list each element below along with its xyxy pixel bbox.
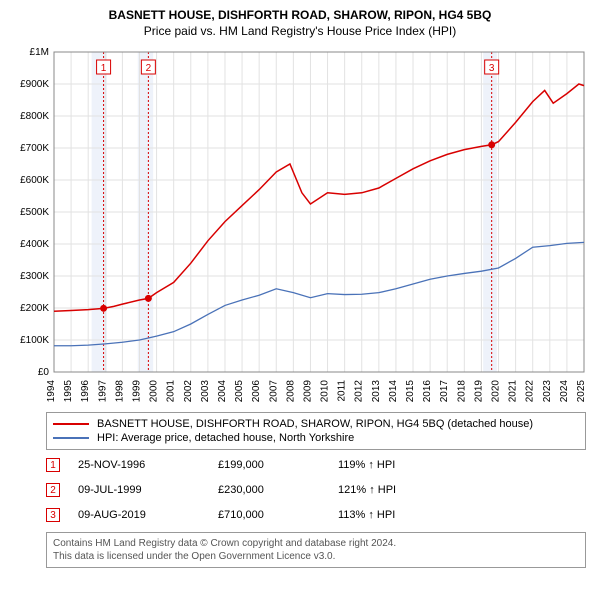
transaction-list: 1 25-NOV-1996£199,000119% ↑ HPI 2 09-JUL-19… — [10, 454, 590, 526]
svg-text:2005: 2005 — [234, 380, 245, 403]
svg-text:2016: 2016 — [422, 380, 433, 403]
transaction-marker: 2 — [46, 483, 60, 497]
transaction-price: £199,000 — [218, 459, 338, 471]
transaction-marker: 3 — [46, 508, 60, 522]
svg-text:£500K: £500K — [20, 207, 49, 218]
svg-text:£900K: £900K — [20, 79, 49, 90]
footer-line: Contains HM Land Registry data © Crown c… — [53, 537, 579, 550]
svg-text:1999: 1999 — [131, 380, 142, 403]
svg-text:2012: 2012 — [354, 380, 365, 403]
svg-text:2025: 2025 — [576, 380, 587, 403]
svg-text:£100K: £100K — [20, 335, 49, 346]
svg-text:£1M: £1M — [30, 47, 49, 58]
legend: BASNETT HOUSE, DISHFORTH ROAD, SHAROW, R… — [46, 412, 586, 450]
svg-text:1995: 1995 — [63, 380, 74, 403]
svg-text:2022: 2022 — [525, 380, 536, 403]
transaction-marker: 1 — [46, 458, 60, 472]
legend-label: HPI: Average price, detached house, Nort… — [97, 432, 354, 444]
svg-text:1997: 1997 — [97, 380, 108, 403]
transaction-date: 25-NOV-1996 — [78, 459, 218, 471]
chart-svg: £0 £100K £200K £300K £400K £500K £600K £700K £80… — [10, 46, 590, 406]
transaction-price: £230,000 — [218, 484, 338, 496]
svg-text:1: 1 — [101, 63, 107, 74]
svg-text:2001: 2001 — [166, 380, 177, 403]
svg-text:2008: 2008 — [285, 380, 296, 403]
svg-text:2006: 2006 — [251, 380, 262, 403]
legend-item: BASNETT HOUSE, DISHFORTH ROAD, SHAROW, R… — [53, 417, 579, 431]
transaction-price: £710,000 — [218, 509, 338, 521]
svg-text:£600K: £600K — [20, 175, 49, 186]
transaction-row: 3 09-AUG-2019£710,000113% ↑ HPI — [46, 504, 590, 526]
legend-label: BASNETT HOUSE, DISHFORTH ROAD, SHAROW, R… — [97, 418, 533, 430]
svg-text:2011: 2011 — [337, 380, 348, 402]
svg-text:2009: 2009 — [302, 380, 313, 403]
svg-text:2000: 2000 — [149, 380, 160, 403]
svg-text:2004: 2004 — [217, 380, 228, 403]
transaction-pct: 121% ↑ HPI — [338, 484, 458, 496]
svg-text:2015: 2015 — [405, 380, 416, 403]
svg-text:£800K: £800K — [20, 111, 49, 122]
svg-text:1996: 1996 — [80, 380, 91, 403]
svg-text:2002: 2002 — [183, 380, 194, 403]
chart-container: BASNETT HOUSE, DISHFORTH ROAD, SHAROW, R… — [0, 0, 600, 576]
svg-text:£700K: £700K — [20, 143, 49, 154]
svg-text:2: 2 — [146, 63, 152, 74]
svg-text:2019: 2019 — [473, 380, 484, 403]
svg-text:£200K: £200K — [20, 303, 49, 314]
svg-text:2014: 2014 — [388, 380, 399, 403]
svg-text:3: 3 — [489, 63, 495, 74]
svg-text:2013: 2013 — [371, 380, 382, 403]
svg-text:2007: 2007 — [268, 380, 279, 403]
svg-text:1998: 1998 — [114, 380, 125, 403]
transaction-row: 2 09-JUL-1999£230,000121% ↑ HPI — [46, 479, 590, 501]
transaction-date: 09-AUG-2019 — [78, 509, 218, 521]
chart-area: £0 £100K £200K £300K £400K £500K £600K £700K £80… — [10, 46, 590, 406]
transaction-pct: 119% ↑ HPI — [338, 459, 458, 471]
transaction-row: 1 25-NOV-1996£199,000119% ↑ HPI — [46, 454, 590, 476]
transaction-date: 09-JUL-1999 — [78, 484, 218, 496]
transaction-pct: 113% ↑ HPI — [338, 509, 458, 521]
chart-title: BASNETT HOUSE, DISHFORTH ROAD, SHAROW, R… — [10, 8, 590, 22]
svg-text:1994: 1994 — [46, 380, 57, 403]
svg-text:£0: £0 — [38, 367, 50, 378]
svg-text:2010: 2010 — [320, 380, 331, 403]
svg-text:2020: 2020 — [491, 380, 502, 403]
svg-text:2018: 2018 — [456, 380, 467, 403]
legend-swatch — [53, 423, 89, 425]
svg-text:£400K: £400K — [20, 239, 49, 250]
legend-item: HPI: Average price, detached house, Nort… — [53, 431, 579, 445]
footer: Contains HM Land Registry data © Crown c… — [46, 532, 586, 568]
legend-swatch — [53, 437, 89, 439]
svg-text:2021: 2021 — [508, 380, 519, 403]
svg-text:2017: 2017 — [439, 380, 450, 403]
svg-text:£300K: £300K — [20, 271, 49, 282]
chart-subtitle: Price paid vs. HM Land Registry's House … — [10, 24, 590, 38]
svg-text:2024: 2024 — [559, 380, 570, 403]
svg-text:2003: 2003 — [200, 380, 211, 403]
svg-text:2023: 2023 — [542, 380, 553, 403]
footer-line: This data is licensed under the Open Gov… — [53, 550, 579, 563]
